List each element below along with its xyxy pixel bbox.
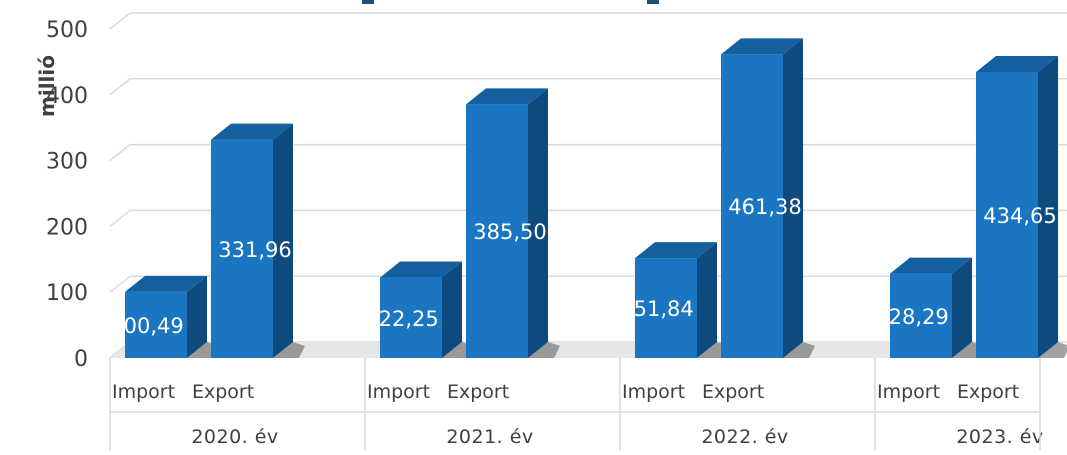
bar-side [528, 88, 548, 358]
y-tick-label: 100 [46, 281, 88, 306]
bar-shadow [273, 342, 305, 358]
bar-side [952, 257, 972, 358]
bar-top [380, 261, 462, 278]
x-group-label: 2020. év [191, 426, 278, 448]
bar-top [976, 56, 1058, 73]
x-category-label: Export [702, 381, 764, 403]
data-label: 128,29 [875, 305, 948, 329]
gridline-connector [109, 144, 131, 162]
y-tick-label: 0 [74, 347, 88, 372]
bar-export [466, 104, 528, 358]
gridline-connector [109, 209, 131, 227]
x-category-label: Export [192, 381, 254, 403]
bar-side [187, 275, 207, 358]
bar-export [721, 54, 783, 359]
bar-top [890, 257, 972, 274]
x-group-label: 2023. év [956, 426, 1043, 448]
bars [125, 38, 1067, 359]
y-tick-label: 500 [46, 18, 88, 43]
bar-import [635, 258, 697, 358]
gridline-connector [109, 275, 131, 293]
x-group-label: 2022. év [701, 426, 788, 448]
bar-side [273, 123, 293, 359]
chart-floor [110, 342, 1060, 358]
axes: 0 100 200 300 400 500 Import Export 2020. év Impo… [46, 18, 1043, 450]
bar-top [721, 38, 803, 55]
x-group-label: 2021. év [446, 426, 533, 448]
x-category-label: Import [367, 381, 430, 403]
data-label: 151,84 [620, 297, 693, 321]
data-label: 434,65 [983, 204, 1056, 228]
bar-top [211, 123, 293, 140]
y-axis-label: millió [35, 55, 59, 117]
x-category-label: Export [447, 381, 509, 403]
data-label: 461,38 [728, 195, 801, 219]
gridline-connector [109, 12, 131, 30]
bar-import [125, 291, 187, 358]
y-tick-label: 400 [46, 84, 88, 109]
data-label: 100,49 [110, 314, 183, 338]
data-label: 331,96 [218, 238, 291, 262]
bar-side [1038, 56, 1058, 358]
bar-import [380, 277, 442, 358]
floor-plane [110, 342, 1060, 358]
bar-shadow [1038, 342, 1067, 358]
data-label: 385,50 [473, 220, 546, 244]
gridline-connector [109, 78, 131, 96]
x-category-label: Import [877, 381, 940, 403]
x-category-label: Export [957, 381, 1019, 403]
data-labels: 100,49 331,96 122,25 385,50 151,84 461,38 128,… [110, 195, 1056, 338]
y-tick-label: 200 [46, 215, 88, 240]
bar-side [697, 242, 717, 358]
y-tick-label: 300 [46, 150, 88, 175]
bar-shadow [528, 342, 560, 358]
title-fragment [362, 0, 659, 4]
bar-top [635, 242, 717, 259]
x-category-label: Import [112, 381, 175, 403]
bar-top [466, 88, 548, 105]
bar-side [442, 261, 462, 358]
bar-shadow [783, 342, 815, 358]
bar-export [976, 72, 1038, 358]
bar-side [783, 38, 803, 359]
x-category-label: Import [622, 381, 685, 403]
bar-import [890, 273, 952, 358]
data-label: 122,25 [365, 307, 438, 331]
bar-export [211, 139, 273, 358]
bar-top [125, 275, 207, 292]
